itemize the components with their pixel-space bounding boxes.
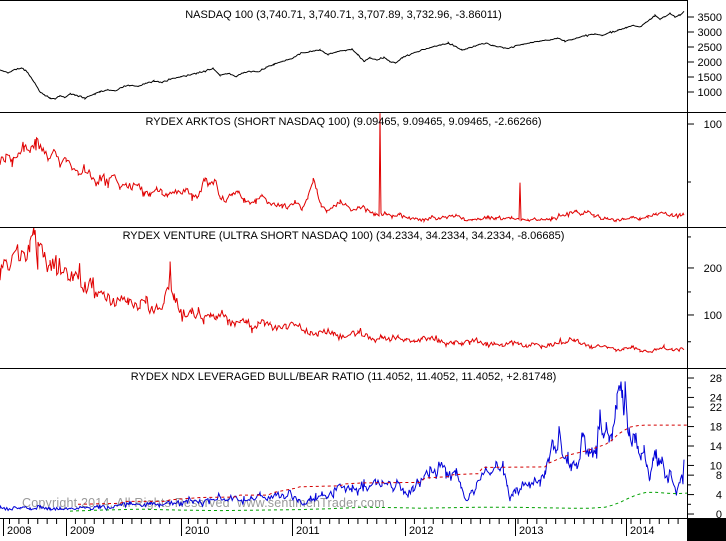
- svg-text:2500: 2500: [698, 42, 722, 54]
- svg-text:24: 24: [710, 392, 722, 404]
- svg-text:100: 100: [704, 310, 722, 322]
- svg-text:2009: 2009: [70, 525, 94, 537]
- axis-corner-box: [687, 519, 726, 541]
- series-rydex-venture: [0, 228, 685, 354]
- panel-title-bull-bear-ratio: RYDEX NDX LEVERAGED BULL/BEAR RATIO (11.…: [130, 371, 557, 383]
- svg-text:2008: 2008: [7, 525, 31, 537]
- svg-text:8: 8: [716, 470, 722, 482]
- svg-text:1500: 1500: [698, 72, 722, 84]
- series-bull-bear-ratio: [0, 381, 685, 512]
- svg-text:28: 28: [710, 373, 722, 385]
- panel-separator-3: [0, 368, 726, 369]
- y-axis-line: [687, 0, 688, 541]
- plot-area-rydex-venture[interactable]: [0, 228, 687, 368]
- plot-area-rydex-arktos[interactable]: [0, 113, 687, 227]
- svg-text:1000: 1000: [698, 87, 722, 99]
- svg-text:0: 0: [716, 509, 722, 521]
- svg-text:14: 14: [710, 441, 722, 453]
- svg-text:3000: 3000: [698, 27, 722, 39]
- svg-text:18: 18: [710, 422, 722, 434]
- x-axis-line: [0, 518, 726, 519]
- svg-text:2010: 2010: [185, 525, 209, 537]
- panel-title-nasdaq-100: NASDAQ 100 (3,740.71, 3,740.71, 3,707.89…: [185, 9, 502, 21]
- series-upper-band: [77, 424, 687, 505]
- svg-text:2014: 2014: [630, 525, 654, 537]
- svg-text:200: 200: [704, 263, 722, 275]
- frame-top-border: [0, 0, 687, 1]
- y-axis-right[interactable]: 3500300025002000150010001002001002824221…: [687, 0, 726, 541]
- panel-separator-2: [0, 227, 726, 228]
- x-axis-years[interactable]: 2008 2009 2010 2011 2012 2013 2014: [0, 518, 726, 541]
- svg-text:2000: 2000: [698, 57, 722, 69]
- svg-text:2013: 2013: [519, 525, 543, 537]
- series-rydex-arktos: [0, 113, 685, 224]
- svg-text:2012: 2012: [409, 525, 433, 537]
- series-lower-band: [69, 491, 687, 512]
- copyright-watermark: Copyright 2014, All Rights Reserved www.…: [22, 496, 385, 510]
- svg-text:4: 4: [716, 490, 722, 502]
- panel-title-rydex-venture: RYDEX VENTURE (ULTRA SHORT NASDAQ 100) (…: [122, 230, 565, 242]
- svg-text:2011: 2011: [296, 525, 320, 537]
- svg-text:100: 100: [704, 119, 722, 131]
- svg-text:3500: 3500: [698, 12, 722, 24]
- series-nasdaq-100: [0, 10, 685, 101]
- plot-area-bull-bear-ratio[interactable]: [0, 369, 687, 518]
- panel-title-rydex-arktos: RYDEX ARKTOS (SHORT NASDAQ 100) (9.09465…: [145, 116, 542, 128]
- svg-text:22: 22: [710, 402, 722, 414]
- plot-area-nasdaq-100[interactable]: [0, 2, 687, 112]
- panel-separator-1: [0, 112, 726, 113]
- svg-text:10: 10: [710, 460, 722, 472]
